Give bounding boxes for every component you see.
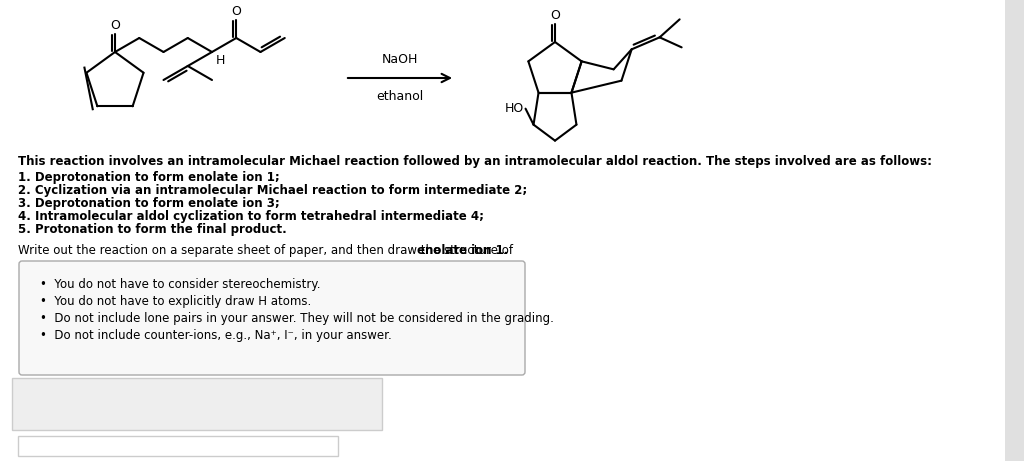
Text: Write out the reaction on a separate sheet of paper, and then draw the structure: Write out the reaction on a separate she… (18, 244, 517, 257)
Text: O: O (110, 19, 120, 32)
FancyBboxPatch shape (19, 261, 525, 375)
Text: 5. Protonation to form the final product.: 5. Protonation to form the final product… (18, 223, 287, 236)
Text: H: H (216, 54, 225, 67)
Text: •  Do not include counter-ions, e.g., Na⁺, I⁻, in your answer.: • Do not include counter-ions, e.g., Na⁺… (40, 329, 392, 342)
Text: •  You do not have to consider stereochemistry.: • You do not have to consider stereochem… (40, 278, 321, 291)
Text: HO: HO (504, 102, 523, 115)
Text: This reaction involves an intramolecular Michael reaction followed by an intramo: This reaction involves an intramolecular… (18, 155, 932, 168)
Text: NaOH: NaOH (382, 53, 418, 66)
Text: 2. Cyclization via an intramolecular Michael reaction to form intermediate 2;: 2. Cyclization via an intramolecular Mic… (18, 184, 527, 197)
Bar (18, 436, 338, 456)
Text: •  You do not have to explicitly draw H atoms.: • You do not have to explicitly draw H a… (40, 295, 311, 308)
Text: O: O (550, 10, 560, 23)
Text: 3. Deprotonation to form enolate ion 3;: 3. Deprotonation to form enolate ion 3; (18, 197, 280, 210)
Text: 4. Intramolecular aldol cyclization to form tetrahedral intermediate 4;: 4. Intramolecular aldol cyclization to f… (18, 210, 484, 223)
Text: 1. Deprotonation to form enolate ion 1;: 1. Deprotonation to form enolate ion 1; (18, 171, 280, 184)
Text: •  Do not include lone pairs in your answer. They will not be considered in the : • Do not include lone pairs in your answ… (40, 312, 554, 325)
Bar (12, 378, 382, 430)
Bar (1005, 0, 1024, 461)
Text: enolate ion 1.: enolate ion 1. (417, 244, 508, 257)
Text: ethanol: ethanol (377, 90, 424, 103)
Text: O: O (231, 6, 242, 18)
